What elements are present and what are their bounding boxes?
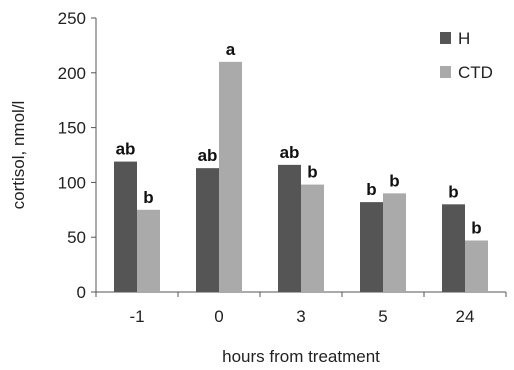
bars (114, 61, 488, 293)
legend-label-ctd: CTD (458, 63, 493, 82)
legend-swatch-h (440, 32, 451, 44)
x-axis: -1 0 3 5 24 (95, 291, 507, 326)
x-tick-label: 24 (456, 307, 475, 326)
x-tick-label: 0 (214, 307, 223, 326)
y-tick-label: 100 (58, 173, 86, 192)
bar-ctd-3 (301, 184, 324, 292)
bar-h-5 (360, 202, 383, 292)
legend: H CTD (440, 29, 493, 82)
bar-h-0 (196, 168, 219, 292)
y-tick-label: 200 (58, 64, 86, 83)
bar-h--1 (114, 161, 137, 292)
y-tick-label: 150 (58, 119, 86, 138)
bar-ctd-5 (383, 193, 406, 292)
significance-label: b (471, 218, 481, 237)
x-axis-title: hours from treatment (222, 347, 380, 366)
significance-label: b (143, 188, 153, 207)
significance-label: b (448, 182, 458, 201)
significance-label: ab (116, 140, 136, 159)
bar-ctd--1 (137, 209, 160, 292)
legend-swatch-ctd (440, 66, 451, 78)
legend-label-h: H (458, 29, 470, 48)
x-tick-label: 5 (378, 307, 387, 326)
bar-h-24 (442, 204, 465, 292)
significance-label: b (307, 163, 317, 182)
y-tick-label: 0 (77, 283, 86, 302)
bar-h-3 (278, 164, 301, 292)
bar-ctd-0 (219, 61, 242, 293)
y-axis-title: cortisol, nmol/l (9, 101, 28, 210)
bar-ctd-24 (465, 240, 488, 292)
y-tick-label: 250 (58, 9, 86, 28)
x-tick-label: -1 (129, 307, 144, 326)
significance-label: b (366, 180, 376, 199)
significance-label: a (226, 40, 236, 59)
y-axis: 0 50 100 150 200 250 (58, 9, 97, 302)
x-tick-label: 3 (296, 307, 305, 326)
significance-label: ab (280, 143, 300, 162)
significance-label: b (389, 171, 399, 190)
y-tick-label: 50 (67, 228, 86, 247)
significance-label: ab (198, 146, 218, 165)
